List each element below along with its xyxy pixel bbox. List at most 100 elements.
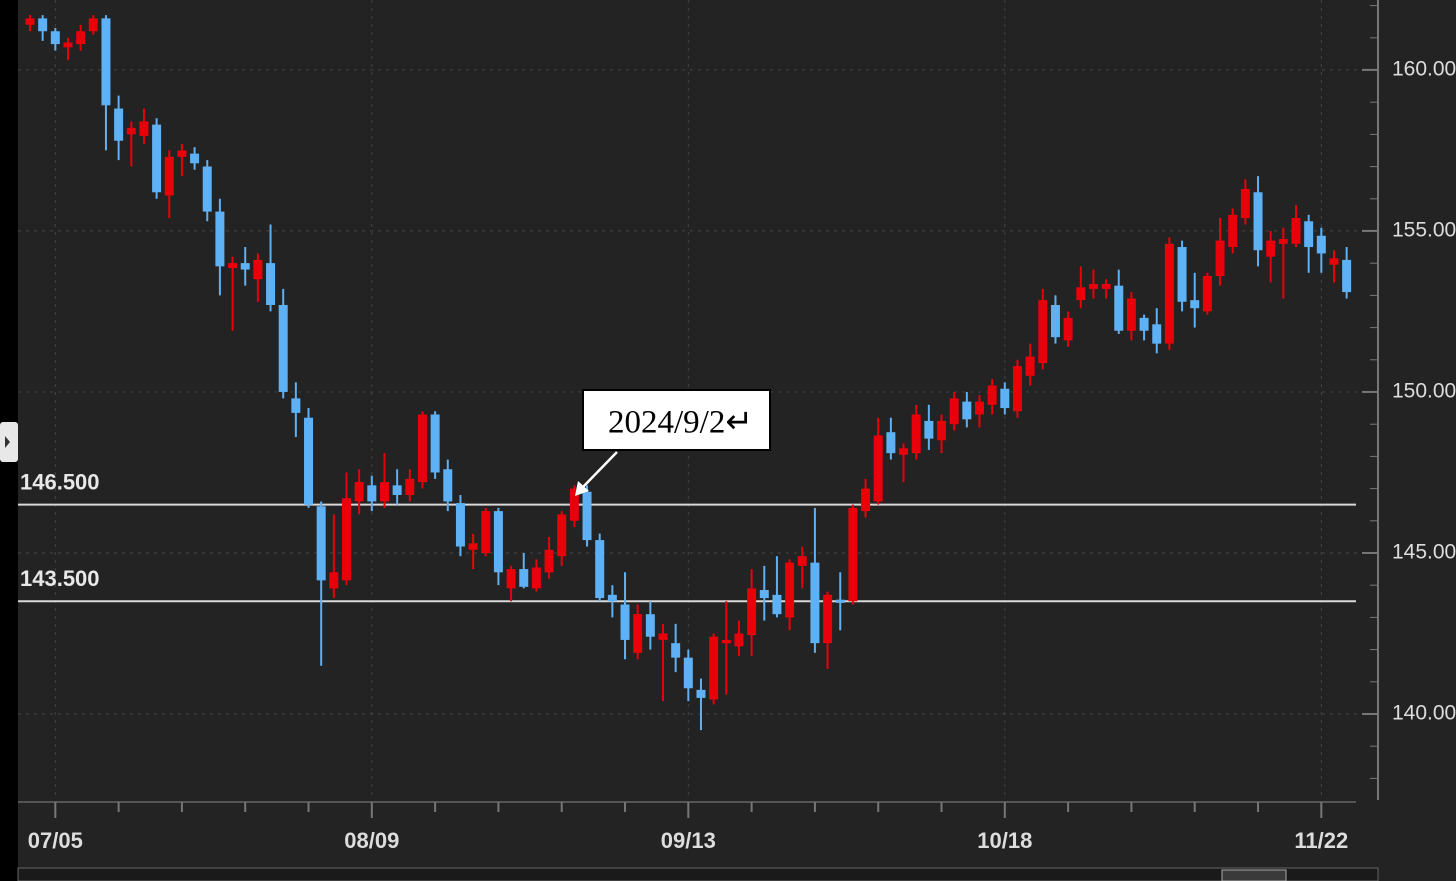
- candle-body: [886, 432, 896, 454]
- candle-body: [987, 385, 997, 405]
- candle-body: [354, 482, 364, 502]
- candle-body: [367, 485, 377, 502]
- x-tick-label: 08/09: [344, 828, 399, 853]
- candle-body: [190, 153, 200, 164]
- candle-body: [835, 599, 845, 603]
- candle-body: [1342, 259, 1352, 293]
- candle-body: [379, 482, 389, 502]
- candle-body: [1278, 238, 1288, 244]
- candle-body: [38, 18, 48, 32]
- candle-body: [342, 498, 351, 581]
- candle-body: [620, 604, 630, 640]
- x-tick-label: 07/05: [28, 828, 83, 853]
- candle-body: [1012, 366, 1022, 412]
- y-tick-label: 160.00: [1392, 57, 1456, 80]
- candle-body: [1025, 356, 1035, 376]
- candle-body: [911, 414, 921, 454]
- candle-body: [949, 398, 959, 425]
- candle-body: [50, 31, 60, 45]
- candle-body: [772, 594, 782, 615]
- candle-body: [493, 511, 503, 573]
- candle-body: [278, 304, 288, 392]
- candle-body: [671, 643, 681, 658]
- candle-body: [329, 572, 339, 589]
- candle-body: [1266, 240, 1276, 257]
- candle-body: [304, 417, 314, 505]
- candle-body: [1228, 214, 1238, 248]
- candle-body: [1215, 240, 1225, 277]
- y-tick-label: 155.00: [1392, 218, 1456, 241]
- candle-body: [25, 18, 35, 25]
- candle-body: [1291, 218, 1301, 244]
- scroll-bar[interactable]: [17, 867, 1379, 881]
- candle-body: [1063, 317, 1073, 341]
- candle-body: [506, 569, 516, 589]
- candle-body: [443, 469, 453, 502]
- candle-body: [531, 567, 541, 589]
- scroll-thumb[interactable]: [1221, 869, 1287, 881]
- candle-body: [899, 448, 909, 455]
- candle-body: [861, 488, 871, 512]
- candle-body: [1050, 304, 1060, 338]
- y-tick-label: 150.00: [1392, 379, 1456, 402]
- candle-body: [177, 150, 187, 157]
- candle-body: [266, 263, 276, 305]
- candle-body: [797, 556, 807, 566]
- candle-body: [759, 590, 769, 599]
- candle-body: [962, 401, 972, 420]
- candle-body: [785, 562, 795, 618]
- candle-body: [633, 614, 643, 653]
- annotation-arrow: [581, 451, 618, 489]
- candle-body: [519, 569, 529, 587]
- y-tick-label: 140.00: [1392, 702, 1456, 725]
- candle-body: [683, 657, 693, 689]
- candle-body: [1101, 284, 1111, 289]
- candle-body: [1202, 276, 1212, 312]
- candle-body: [417, 414, 427, 483]
- candle-body: [468, 543, 478, 550]
- candle-body: [455, 503, 465, 547]
- candle-body: [1114, 285, 1124, 331]
- candle-body: [76, 31, 86, 45]
- candle-body: [658, 633, 668, 640]
- candle-body: [1316, 235, 1326, 254]
- candle-body: [126, 127, 136, 135]
- candle-body: [823, 594, 833, 644]
- candle-body: [202, 166, 212, 212]
- candle-body: [709, 636, 719, 700]
- candle-body: [316, 506, 326, 581]
- candle-body: [569, 488, 579, 521]
- candle-body: [430, 414, 440, 473]
- candle-body: [645, 614, 655, 637]
- candle-body: [975, 401, 984, 415]
- annotation-box: [582, 389, 771, 451]
- candle-body: [1000, 388, 1010, 409]
- candle-body: [253, 259, 263, 280]
- candle-body: [101, 18, 111, 106]
- candle-body: [734, 633, 744, 647]
- x-tick-label: 09/13: [661, 828, 716, 853]
- candle-body: [1038, 300, 1048, 363]
- candle-body: [228, 263, 238, 268]
- candle-body: [215, 211, 225, 267]
- annotation-text: 2024/9/2↵: [608, 405, 753, 441]
- candle-body: [152, 124, 162, 193]
- candle-body: [240, 263, 250, 270]
- candle-body: [848, 507, 858, 602]
- candle-body: [582, 491, 592, 541]
- candle-body: [88, 18, 98, 32]
- candle-body: [63, 42, 73, 48]
- candle-body: [1253, 192, 1263, 251]
- candle-body: [810, 562, 820, 644]
- level-label: 143.500: [20, 566, 100, 591]
- candle-body: [405, 478, 415, 496]
- annotation-arrowhead: [575, 481, 589, 496]
- candle-body: [1088, 284, 1098, 289]
- candle-body: [607, 594, 617, 602]
- candle-body: [164, 156, 174, 196]
- level-label: 146.500: [20, 469, 100, 494]
- candle-body: [873, 435, 883, 502]
- candle-body: [1076, 287, 1086, 301]
- side-toggle-icon: [5, 436, 10, 448]
